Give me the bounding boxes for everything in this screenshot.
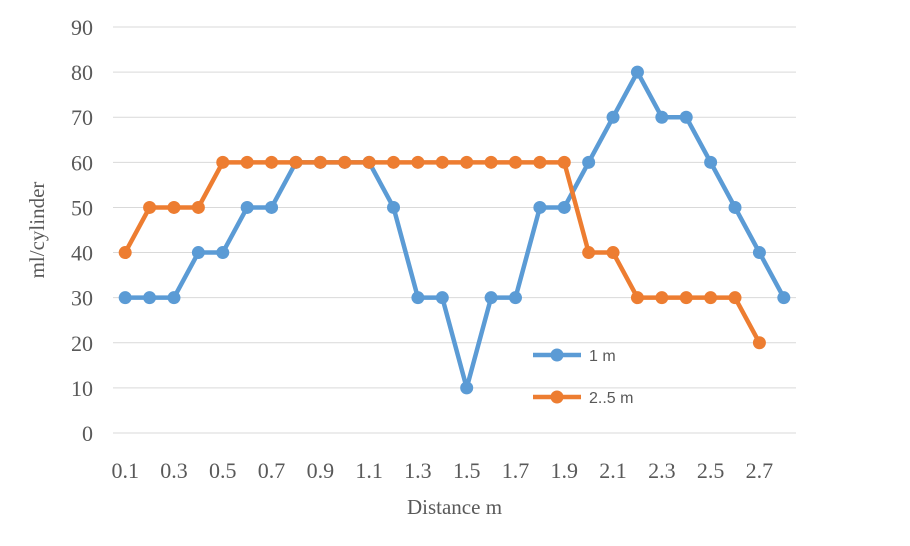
series-line (122, 69, 787, 391)
data-point (191, 246, 205, 260)
data-point (752, 246, 766, 260)
data-point (752, 336, 766, 350)
data-point (387, 200, 401, 214)
data-point (411, 155, 425, 169)
x-tick-label: 2.5 (697, 458, 725, 483)
data-point (582, 246, 596, 260)
y-axis-ticks: 0 10 20 30 40 50 60 70 80 90 (71, 15, 93, 446)
data-point (118, 291, 132, 305)
y-tick-label: 90 (71, 15, 93, 40)
legend: 1 m 2..5 m (533, 348, 633, 407)
data-point (338, 155, 352, 169)
x-tick-label: 1.3 (404, 458, 432, 483)
legend-swatch-marker (550, 390, 564, 404)
y-tick-label: 30 (71, 286, 93, 311)
data-point (460, 155, 474, 169)
series-lines (118, 65, 791, 395)
legend-item-2: 2..5 m (533, 390, 633, 407)
y-tick-label: 80 (71, 60, 93, 85)
x-tick-label: 1.9 (551, 458, 579, 483)
x-tick-label: 0.3 (160, 458, 188, 483)
x-axis-ticks: 0.1 0.3 0.5 0.7 0.9 1.1 1.3 1.5 1.7 1.9 2.1 2.3 2.5 2… (111, 458, 773, 483)
data-point (508, 291, 522, 305)
data-point (265, 200, 279, 214)
x-tick-label: 0.1 (111, 458, 139, 483)
y-tick-label: 0 (82, 421, 93, 446)
data-point (630, 291, 644, 305)
legend-label: 1 m (589, 348, 616, 365)
data-point (118, 246, 132, 260)
data-point (484, 291, 498, 305)
data-point (557, 155, 571, 169)
x-tick-label: 2.3 (648, 458, 676, 483)
data-point (533, 155, 547, 169)
data-point (704, 155, 718, 169)
x-tick-label: 0.5 (209, 458, 237, 483)
data-point (679, 291, 693, 305)
data-point (167, 200, 181, 214)
x-axis-title: Distance m (407, 495, 502, 519)
data-point (460, 381, 474, 395)
data-point (655, 291, 669, 305)
y-tick-label: 20 (71, 331, 93, 356)
data-point (289, 155, 303, 169)
data-point (582, 155, 596, 169)
data-point (167, 291, 181, 305)
data-point (533, 200, 547, 214)
x-tick-label: 2.1 (599, 458, 627, 483)
data-point (435, 291, 449, 305)
data-point (557, 200, 571, 214)
data-point (362, 155, 376, 169)
data-point (630, 65, 644, 79)
y-axis-title: ml/cylinder (25, 182, 49, 279)
data-point (216, 246, 230, 260)
data-point (679, 110, 693, 124)
x-tick-label: 1.1 (355, 458, 383, 483)
data-point (606, 110, 620, 124)
gridlines (113, 26, 796, 434)
x-tick-label: 2.7 (746, 458, 774, 483)
data-point (508, 155, 522, 169)
data-point (655, 110, 669, 124)
legend-item-1: 1 m (533, 348, 616, 365)
x-tick-label: 1.5 (453, 458, 481, 483)
data-point (435, 155, 449, 169)
data-point (387, 155, 401, 169)
data-point (143, 291, 157, 305)
data-point (265, 155, 279, 169)
y-tick-label: 50 (71, 195, 93, 220)
data-point (240, 155, 254, 169)
data-point (704, 291, 718, 305)
data-point (313, 155, 327, 169)
data-point (728, 200, 742, 214)
y-tick-label: 70 (71, 105, 93, 130)
x-tick-label: 0.7 (258, 458, 286, 483)
series-2 (118, 155, 766, 350)
y-tick-label: 60 (71, 150, 93, 175)
legend-swatch-marker (550, 348, 564, 362)
data-point (484, 155, 498, 169)
data-point (240, 200, 254, 214)
legend-label: 2..5 m (589, 390, 633, 407)
y-tick-label: 40 (71, 241, 93, 266)
series-1 (118, 65, 791, 395)
data-point (411, 291, 425, 305)
data-point (216, 155, 230, 169)
data-point (606, 246, 620, 260)
x-tick-label: 0.9 (307, 458, 335, 483)
x-tick-label: 1.7 (502, 458, 530, 483)
data-point (777, 291, 791, 305)
data-point (143, 200, 157, 214)
y-tick-label: 10 (71, 376, 93, 401)
data-point (728, 291, 742, 305)
data-point (191, 200, 205, 214)
